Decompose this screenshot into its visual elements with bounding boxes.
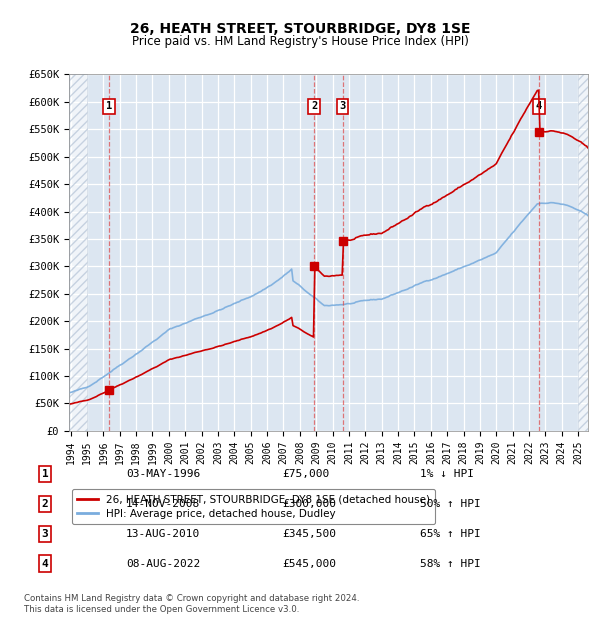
Text: Contains HM Land Registry data © Crown copyright and database right 2024.: Contains HM Land Registry data © Crown c…	[24, 593, 359, 603]
Text: 26, HEATH STREET, STOURBRIDGE, DY8 1SE: 26, HEATH STREET, STOURBRIDGE, DY8 1SE	[130, 22, 470, 36]
Text: 03-MAY-1996: 03-MAY-1996	[126, 469, 200, 479]
Text: 3: 3	[340, 102, 346, 112]
Text: £75,000: £75,000	[282, 469, 329, 479]
Text: 13-AUG-2010: 13-AUG-2010	[126, 529, 200, 539]
Text: £300,000: £300,000	[282, 499, 336, 509]
Text: 2: 2	[41, 499, 49, 509]
Text: This data is licensed under the Open Government Licence v3.0.: This data is licensed under the Open Gov…	[24, 604, 299, 614]
Text: 2: 2	[311, 102, 317, 112]
Text: 1: 1	[41, 469, 49, 479]
Text: £345,500: £345,500	[282, 529, 336, 539]
Text: 50% ↑ HPI: 50% ↑ HPI	[420, 499, 481, 509]
Text: 65% ↑ HPI: 65% ↑ HPI	[420, 529, 481, 539]
Text: 3: 3	[41, 529, 49, 539]
Bar	[578, 74, 588, 431]
Text: 4: 4	[41, 559, 49, 569]
Text: Price paid vs. HM Land Registry's House Price Index (HPI): Price paid vs. HM Land Registry's House …	[131, 35, 469, 48]
Text: 1% ↓ HPI: 1% ↓ HPI	[420, 469, 474, 479]
Text: 58% ↑ HPI: 58% ↑ HPI	[420, 559, 481, 569]
Text: £545,000: £545,000	[282, 559, 336, 569]
Text: 08-AUG-2022: 08-AUG-2022	[126, 559, 200, 569]
Legend: 26, HEATH STREET, STOURBRIDGE, DY8 1SE (detached house), HPI: Average price, det: 26, HEATH STREET, STOURBRIDGE, DY8 1SE (…	[71, 489, 435, 524]
Text: 4: 4	[536, 102, 542, 112]
Text: 1: 1	[106, 102, 112, 112]
Bar	[69, 74, 87, 431]
Text: 14-NOV-2008: 14-NOV-2008	[126, 499, 200, 509]
